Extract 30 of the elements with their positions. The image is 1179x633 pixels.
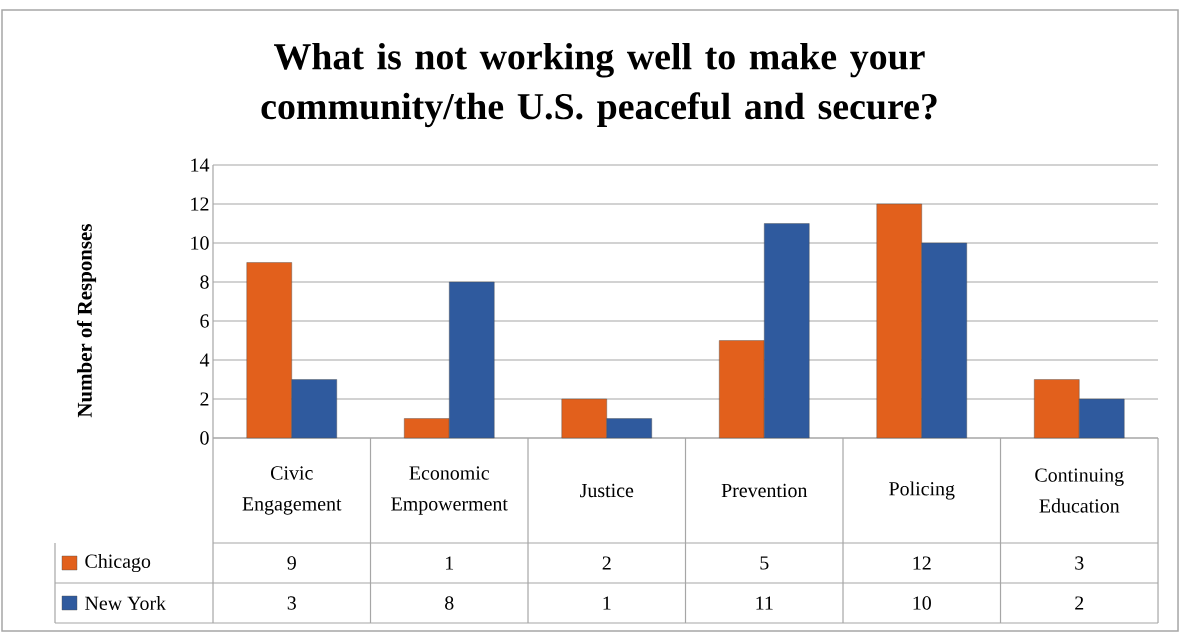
legend-label: New York xyxy=(85,595,167,611)
y-axis-title: Number of Responses xyxy=(76,224,97,418)
data-label: 2 xyxy=(602,556,611,570)
data-label: 12 xyxy=(913,556,931,570)
chart-title: What is not working well to make your community/the U.S. peaceful and secure? xyxy=(261,42,937,128)
legend-label: Chicago xyxy=(85,553,151,573)
data-label: 2 xyxy=(1075,596,1084,610)
y-tick-label: 8 xyxy=(200,275,209,289)
data-label: 1 xyxy=(603,596,611,610)
y-tick-label: 0 xyxy=(200,431,209,445)
y-tick-label: 4 xyxy=(199,353,210,367)
y-tick-label: 12 xyxy=(191,197,209,211)
x-tick-label: Policing xyxy=(889,481,955,500)
x-tick-label: Civic Engagement xyxy=(242,466,342,515)
data-label: 1 xyxy=(446,556,454,570)
data-label: 11 xyxy=(756,596,773,610)
x-tick-label: Prevention xyxy=(721,483,808,498)
data-label: 3 xyxy=(287,596,296,610)
x-tick-label: Continuing Education xyxy=(1035,468,1124,513)
y-tick-label: 2 xyxy=(200,392,209,406)
data-label: 10 xyxy=(913,596,931,610)
y-tick-label: 6 xyxy=(200,314,209,328)
y-tick-label: 14 xyxy=(191,158,210,172)
x-tick-label: Economic Empowerment xyxy=(391,466,508,515)
x-tick-label: Justice xyxy=(580,483,634,498)
data-label: 5 xyxy=(760,556,769,570)
data-label: 3 xyxy=(1075,556,1084,570)
data-label: 8 xyxy=(445,596,454,610)
y-tick-label: 10 xyxy=(191,236,209,250)
data-label: 9 xyxy=(287,556,296,570)
